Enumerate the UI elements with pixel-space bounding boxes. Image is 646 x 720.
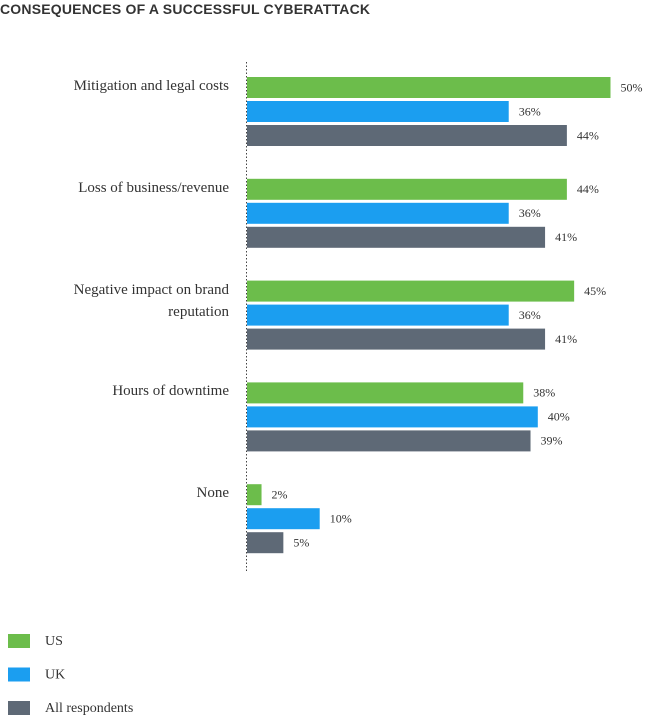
value-label: 36% bbox=[519, 104, 541, 118]
category-label: Hours of downtime bbox=[112, 383, 229, 400]
bar bbox=[247, 328, 546, 350]
category-label: Negative impact on brand reputation bbox=[73, 281, 229, 320]
category-label: Mitigation and legal costs bbox=[73, 78, 229, 94]
bar bbox=[247, 304, 509, 326]
legend-swatch bbox=[8, 667, 30, 682]
value-label: 44% bbox=[577, 182, 599, 196]
legend-label: US bbox=[45, 634, 63, 649]
bar bbox=[247, 406, 538, 428]
value-label: 2% bbox=[272, 487, 288, 501]
value-label: 5% bbox=[293, 535, 309, 549]
bar bbox=[247, 430, 531, 452]
bar bbox=[247, 125, 567, 146]
value-label: 39% bbox=[541, 434, 563, 448]
value-label: 50% bbox=[621, 80, 643, 94]
bar bbox=[247, 226, 546, 248]
bar bbox=[247, 280, 575, 302]
legend-swatch bbox=[8, 701, 30, 715]
value-label: 36% bbox=[519, 308, 541, 322]
value-label: 41% bbox=[555, 332, 577, 346]
value-label: 45% bbox=[584, 284, 606, 298]
bar bbox=[247, 178, 567, 200]
value-label: 38% bbox=[533, 386, 555, 400]
bar bbox=[247, 382, 524, 404]
bar bbox=[247, 101, 509, 122]
legend-swatch bbox=[8, 634, 30, 648]
bar bbox=[247, 484, 262, 506]
value-label: 44% bbox=[577, 128, 599, 142]
value-label: 41% bbox=[555, 230, 577, 244]
chart-title: CONSEQUENCES OF A SUCCESSFUL CYBERATTACK bbox=[0, 1, 370, 17]
legend-label: All respondents bbox=[45, 701, 133, 716]
category-label: None bbox=[196, 485, 230, 502]
value-label: 36% bbox=[519, 206, 541, 220]
bar bbox=[247, 77, 611, 98]
value-label: 40% bbox=[548, 410, 570, 424]
bar bbox=[247, 202, 509, 224]
value-label: 10% bbox=[330, 511, 352, 525]
category-label: Loss of business/revenue bbox=[78, 179, 229, 196]
legend-label: UK bbox=[45, 668, 65, 683]
bar bbox=[247, 508, 320, 530]
bar bbox=[247, 532, 284, 554]
